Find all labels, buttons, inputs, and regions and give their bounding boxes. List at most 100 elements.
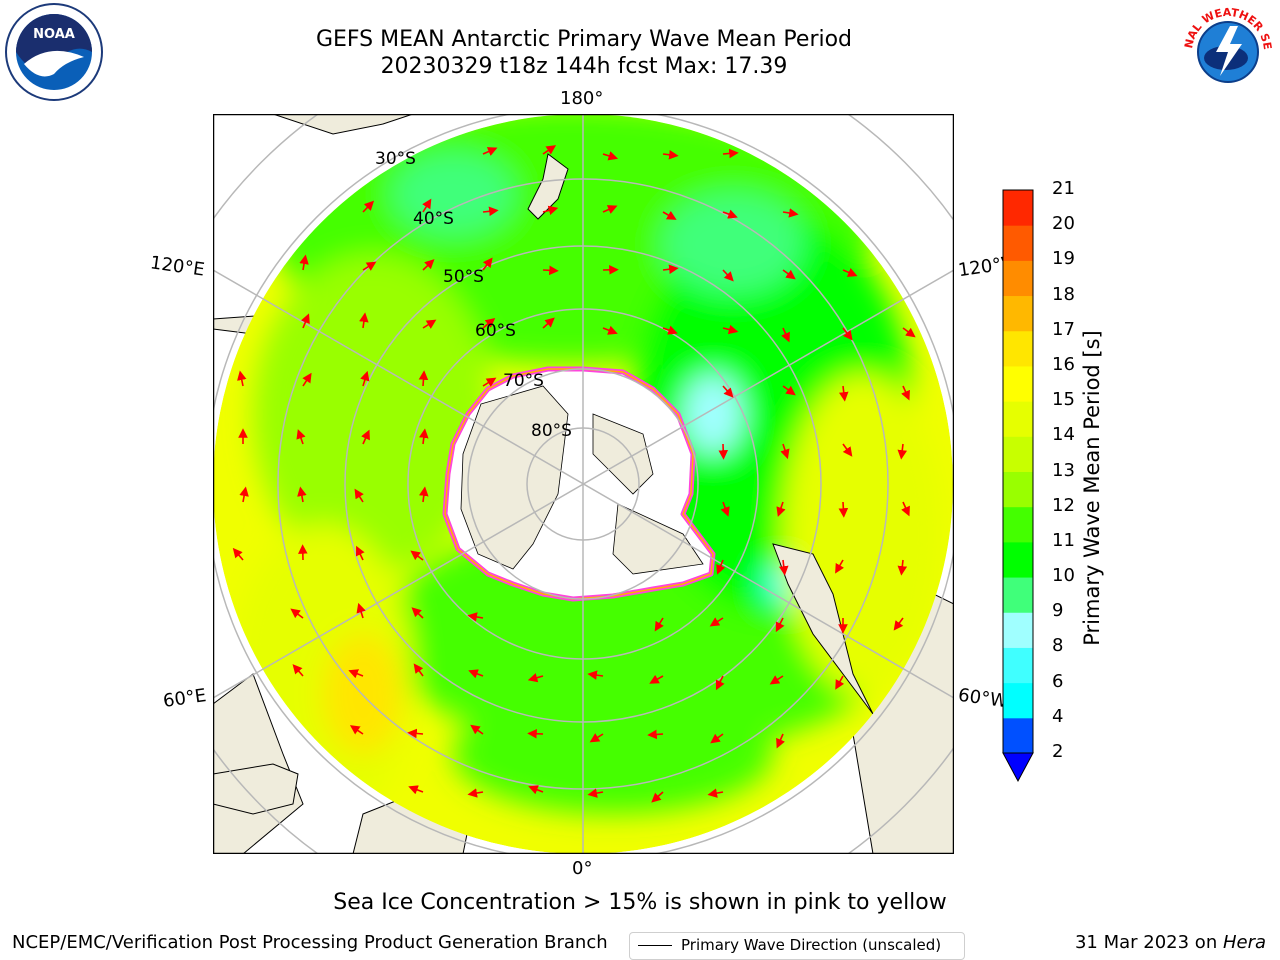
wave-direction-arrow — [776, 733, 785, 749]
lat-label: 50°S — [443, 267, 484, 287]
colorbar-tick-label: 8 — [1052, 635, 1064, 657]
colorbar-tick-label: 13 — [1052, 459, 1075, 481]
wave-direction-arrow — [602, 325, 618, 335]
wave-direction-arrows — [232, 145, 916, 803]
wave-direction-arrow — [835, 559, 845, 574]
colorbar — [1002, 189, 1034, 783]
colorbar-tick-label: 15 — [1052, 389, 1075, 411]
wave-direction-arrow — [300, 313, 310, 329]
lat-label: 70°S — [503, 371, 544, 391]
wave-direction-arrow — [239, 486, 249, 503]
colorbar-tick-label: 10 — [1052, 565, 1075, 587]
lat-label: 60°S — [475, 321, 516, 341]
colorbar-cell — [1003, 717, 1033, 754]
wave-direction-arrow — [482, 147, 498, 156]
wave-direction-arrow — [901, 385, 910, 401]
wave-direction-arrow — [647, 729, 664, 740]
wave-direction-arrow — [662, 149, 679, 160]
legend-label: Primary Wave Direction (unscaled) — [681, 936, 942, 954]
colorbar-tick-label: 4 — [1052, 705, 1064, 727]
colorbar-cell — [1003, 647, 1033, 684]
colorbar-cell — [1003, 365, 1033, 402]
nws-logo: NATIONAL WEATHER SERVICE — [1178, 2, 1276, 100]
wave-direction-arrow — [468, 669, 484, 679]
wave-direction-arrow — [410, 550, 424, 561]
wave-direction-arrow — [838, 501, 849, 518]
wave-direction-arrow — [527, 673, 544, 683]
lon-label-60e: 60°E — [161, 685, 208, 712]
lon-label-120e: 120°E — [148, 252, 206, 281]
wave-direction-arrow — [707, 788, 724, 798]
sea-ice-note: Sea Ice Concentration > 15% is shown in … — [333, 890, 947, 915]
wave-direction-arrow — [587, 788, 604, 798]
wave-direction-arrow — [292, 664, 304, 677]
colorbar-tick-label: 17 — [1052, 318, 1075, 340]
wave-direction-arrow — [715, 675, 725, 691]
wave-direction-arrow — [842, 327, 853, 341]
colorbar-tick-label: 20 — [1052, 213, 1075, 235]
wave-direction-arrow — [362, 200, 375, 213]
wave-direction-arrow — [654, 617, 664, 632]
wave-direction-arrow — [662, 264, 679, 275]
chart-title: GEFS MEAN Antarctic Primary Wave Mean Pe… — [315, 27, 853, 52]
wave-direction-arrow — [722, 148, 739, 159]
wave-direction-arrow — [722, 269, 734, 282]
colorbar-cell — [1003, 260, 1033, 297]
wave-direction-arrow — [360, 370, 370, 387]
graticule — [213, 114, 954, 854]
colorbar-tick-label: 19 — [1052, 248, 1075, 270]
wave-direction-arrow — [662, 325, 678, 335]
wave-direction-arrow — [467, 788, 484, 798]
wave-direction-arrow — [649, 674, 664, 684]
wave-direction-arrow — [408, 785, 424, 795]
wave-direction-arrow — [482, 257, 493, 271]
wave-direction-arrow — [542, 145, 557, 155]
wave-direction-arrow — [602, 205, 618, 214]
colorbar-cell — [1003, 295, 1033, 332]
wave-direction-arrow — [362, 261, 377, 271]
colorbar-cell — [1003, 506, 1033, 543]
wave-direction-arrow — [419, 428, 429, 445]
lat-label: 40°S — [413, 209, 454, 229]
wave-direction-arrow — [710, 733, 724, 744]
colorbar-tick-label: 18 — [1052, 283, 1075, 305]
wave-direction-arrow — [720, 501, 730, 517]
wave-direction-arrow — [842, 443, 853, 457]
wave-direction-arrow — [782, 208, 799, 218]
wave-direction-arrow — [780, 443, 790, 460]
colorbar-tick-label: 11 — [1052, 529, 1075, 551]
wave-direction-arrow — [354, 488, 364, 503]
chart-subtitle: 20230329 t18z 144h fcst Max: 17.39 — [380, 54, 788, 79]
colorbar-cell — [1003, 436, 1033, 472]
wave-direction-arrow — [722, 324, 739, 335]
legend-line-sample — [638, 945, 672, 946]
map-legend: Primary Wave Direction (unscaled) — [629, 932, 965, 960]
wave-direction-arrow — [709, 617, 724, 627]
wave-direction-arrow — [602, 151, 619, 161]
lat-label: 80°S — [531, 421, 572, 441]
lat-labels: 30°S 40°S 50°S 60°S 70°S 80°S — [375, 149, 572, 441]
wave-direction-arrow — [776, 501, 786, 517]
wave-direction-arrow — [356, 602, 366, 619]
wave-direction-arrow — [781, 327, 790, 343]
wave-direction-arrow — [775, 617, 785, 633]
map-border — [212, 113, 955, 855]
wave-direction-arrow — [349, 725, 364, 735]
lat-label: 30°S — [375, 149, 416, 169]
wave-direction-arrow — [662, 210, 677, 220]
wave-direction-arrow — [482, 377, 497, 387]
wave-direction-arrow — [413, 663, 424, 677]
wave-direction-arrow — [902, 327, 916, 338]
colorbar-cell — [1003, 577, 1033, 613]
wave-direction-arrow — [422, 198, 432, 213]
wave-direction-arrow — [651, 791, 664, 803]
wave-direction-arrow — [422, 319, 437, 329]
polar-map: 30°S 40°S 50°S 60°S 70°S 80°S Primary Wave Di… — [212, 113, 965, 960]
wave-direction-arrow — [716, 559, 726, 575]
wave-direction-arrow — [542, 265, 559, 276]
wave-direction-arrow — [348, 669, 364, 679]
wave-direction-arrow — [407, 728, 424, 739]
wave-direction-arrow — [296, 429, 306, 445]
wave-direction-arrow — [542, 317, 555, 329]
wave-direction-arrow — [467, 612, 484, 622]
